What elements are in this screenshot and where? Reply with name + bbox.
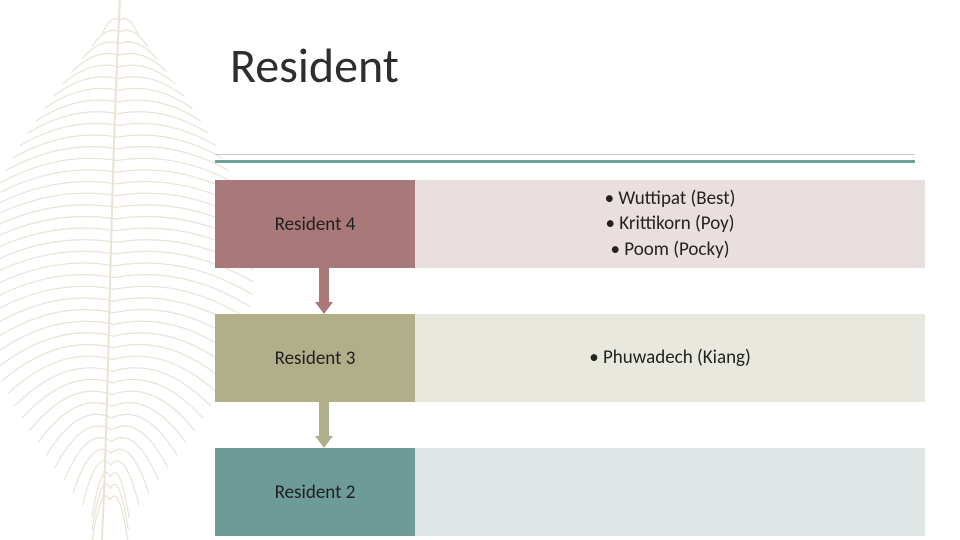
bullet-item: • Krittikorn (Poy)	[606, 211, 735, 237]
content-resident-2	[415, 448, 925, 536]
divider	[215, 160, 915, 163]
row-resident-3: Resident 3 • Phuwadech (Kiang)	[215, 314, 925, 402]
bullet-item: • Phuwadech (Kiang)	[589, 345, 751, 371]
page-title: Resident	[230, 36, 399, 95]
arrow-down-icon	[315, 402, 333, 448]
label-resident-3: Resident 3	[215, 314, 415, 402]
bullet-item: • Poom (Pocky)	[611, 237, 730, 263]
rows-container: Resident 4• Wuttipat (Best)• Krittikorn …	[215, 180, 925, 540]
row-resident-4: Resident 4• Wuttipat (Best)• Krittikorn …	[215, 180, 925, 268]
row-resident-2: Resident 2	[215, 448, 925, 536]
label-resident-2: Resident 2	[215, 448, 415, 536]
arrow-down-icon	[315, 268, 333, 314]
label-resident-4: Resident 4	[215, 180, 415, 268]
bullet-item: • Wuttipat (Best)	[605, 186, 736, 212]
content-resident-3: • Phuwadech (Kiang)	[415, 314, 925, 402]
content-resident-4: • Wuttipat (Best)• Krittikorn (Poy)• Poo…	[415, 180, 925, 268]
